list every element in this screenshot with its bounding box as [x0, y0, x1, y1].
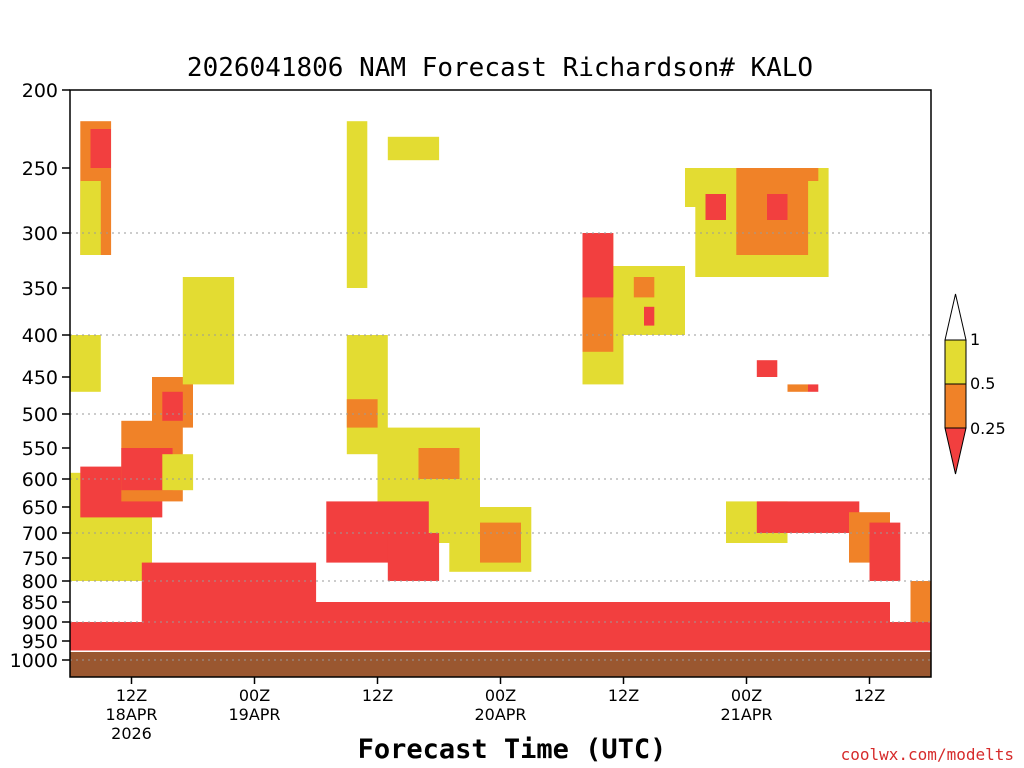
- legend-label-1: 1: [970, 330, 980, 349]
- heatmap-cell-4: [80, 181, 101, 255]
- plot-area: [69, 89, 932, 678]
- heatmap-cell-32: [767, 194, 788, 220]
- y-tick-label-1000: 1000: [10, 650, 58, 672]
- heatmap-cell-9: [162, 391, 183, 421]
- heatmap-cell-41: [910, 581, 931, 622]
- credit-text: coolwx.com/modelts: [841, 745, 1014, 764]
- x-tick-label-5-0: 00Z: [731, 686, 762, 705]
- heatmap-cell-40: [869, 522, 901, 581]
- y-axis: 200 250 300 350 400 450 500 550 600 650 700 7508008…: [10, 80, 70, 672]
- y-tick-label-950: 950: [22, 631, 58, 653]
- heatmap-cell-13: [346, 399, 378, 428]
- legend-swatch-orange: [944, 383, 967, 429]
- heatmap-cell-14: [346, 121, 368, 288]
- y-tick-label-800: 800: [22, 571, 58, 593]
- legend-label-0.25: 0.25: [970, 419, 1006, 438]
- x-tick-label-3-0: 00Z: [485, 686, 516, 705]
- x-tick-label-0-0: 12Z: [116, 686, 147, 705]
- y-tick-label-300: 300: [22, 223, 58, 245]
- x-tick-label-0-2: 2026: [111, 724, 152, 743]
- x-tick-label-5-1: 21APR: [720, 705, 772, 724]
- x-tick-label-6-0: 12Z: [854, 686, 885, 705]
- heatmap-cell-24: [582, 233, 614, 298]
- x-tick-label-4-0: 12Z: [608, 686, 639, 705]
- x-axis-label: Forecast Time (UTC): [358, 734, 667, 765]
- y-tick-label-850: 850: [22, 592, 58, 614]
- heatmap-cell-21: [387, 533, 440, 581]
- heatmap-cell-10: [182, 277, 235, 385]
- heatmap-cell-17: [418, 448, 460, 479]
- chart-title: 2026041806 NAM Forecast Richardson# KALO: [187, 53, 813, 83]
- heatmap-cell-26: [633, 277, 655, 298]
- y-tick-label-650: 650: [22, 497, 58, 519]
- legend-label-0.5: 0.5: [970, 374, 995, 393]
- heatmap-cell-31: [705, 194, 726, 220]
- heatmap-cell-3: [90, 129, 111, 168]
- heatmap-cell-34: [756, 360, 778, 377]
- y-tick-label-450: 450: [22, 367, 58, 389]
- ground-layer: [70, 652, 931, 677]
- heatmap-cell-33: [797, 168, 819, 181]
- heatmap-cell-15: [387, 136, 440, 161]
- y-tick-label-900: 900: [22, 612, 58, 634]
- y-tick-label-550: 550: [22, 438, 58, 460]
- y-tick-label-350: 350: [22, 278, 58, 300]
- legend-bottom-arrow: [944, 427, 967, 475]
- y-tick-label-400: 400: [22, 325, 58, 347]
- legend-swatch-yellow: [944, 339, 967, 385]
- y-tick-label-750: 750: [22, 548, 58, 570]
- y-tick-label-250: 250: [22, 158, 58, 180]
- heatmap-cell-11: [162, 454, 194, 491]
- heatmap-cell-0: [70, 335, 101, 392]
- heatmap-cell-19: [480, 522, 521, 563]
- heatmap-cell-44: [70, 622, 931, 651]
- y-tick-label-200: 200: [22, 80, 58, 102]
- x-tick-label-0-1: 18APR: [105, 705, 157, 724]
- heatmap-cell-38: [756, 501, 860, 533]
- x-tick-label-1-0: 00Z: [239, 686, 270, 705]
- y-tick-label-700: 700: [22, 523, 58, 545]
- x-tick-label-2-0: 12Z: [362, 686, 393, 705]
- y-tick-label-500: 500: [22, 404, 58, 426]
- x-tick-label-1-1: 19APR: [228, 705, 280, 724]
- heatmap-cell-35: [787, 384, 808, 392]
- x-tick-label-3-1: 20APR: [474, 705, 526, 724]
- legend-top-arrow: [944, 293, 967, 341]
- heatmap-cell-27: [644, 306, 655, 326]
- y-tick-label-600: 600: [22, 469, 58, 491]
- legend: 1 0.5 0.25: [944, 293, 1006, 475]
- heatmap-cell-36: [808, 384, 819, 392]
